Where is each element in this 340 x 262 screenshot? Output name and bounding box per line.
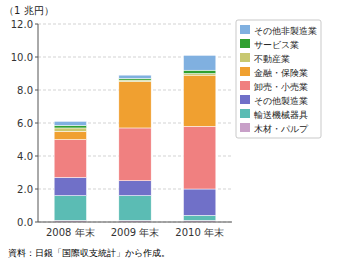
grid-line [38,24,232,25]
legend-frame [236,20,321,138]
bar-segment [119,75,151,78]
x-axis-line [38,222,232,223]
bar-segment [184,215,216,220]
legend-label: 輸送機械器具 [254,110,308,120]
bar-segment [184,189,216,215]
legend-swatch [240,53,250,62]
legend-label: 卸売・小売業 [254,82,308,92]
legend-swatch [240,81,250,90]
bars [54,55,216,222]
y-tick-label: 2.0 [17,184,33,195]
chart: 0.0 2.0 4.0 6.0 8.0 10.0 12.0 2008 年末 2009 年末 201… [0,0,340,262]
y-tick-label: 10.0 [11,52,33,63]
legend-label: その他製造業 [254,96,308,106]
legend-swatch [240,95,250,104]
legend-label: 不動産業 [254,54,290,64]
y-tick-label: 4.0 [17,151,33,162]
grid-line [38,222,232,223]
bar-segment [54,140,86,178]
x-tick-label: 2009 年末 [111,227,160,238]
legend-swatch [240,109,250,118]
y-tick-label: 6.0 [17,118,33,129]
x-tick-label: 2008 年末 [46,227,95,238]
x-tick-label: 2010 年末 [175,227,224,238]
grid [38,24,232,222]
bar-segment [119,128,151,181]
legend-swatch [240,39,250,48]
bar-segment [54,131,86,139]
bar-segment [184,70,216,73]
y-tick-label: 12.0 [11,19,33,30]
legend-label: その他非製造業 [254,26,317,36]
legend-label: サービス業 [254,40,299,50]
legend-swatch [240,67,250,76]
y-axis-line [38,24,39,222]
legend-swatch [240,123,250,132]
legend-swatch [240,25,250,34]
bar-segment [184,55,216,70]
bar-segment [184,75,216,126]
legend-label: 金融・保険業 [254,68,308,78]
y-tick-label: 8.0 [17,85,33,96]
bar-segment [119,82,151,128]
bar-segment [54,121,86,125]
y-tick-label: 0.0 [17,217,33,228]
legend: その他非製造業サービス業不動産業金融・保険業卸売・小売業その他製造業輸送機械器具… [236,20,321,138]
y-axis-label: （1 兆円） [4,5,54,16]
bar-segment [54,177,86,195]
bar-segment [119,196,151,221]
legend-label: 木材・パルプ [254,124,309,134]
bar-segment [119,181,151,196]
caption: 資料：日銀「国際収支統計」から作成。 [8,248,170,258]
bar-segment [184,126,216,189]
bar-segment [54,128,86,131]
bar-segment [54,125,86,127]
bar-segment [54,196,86,221]
